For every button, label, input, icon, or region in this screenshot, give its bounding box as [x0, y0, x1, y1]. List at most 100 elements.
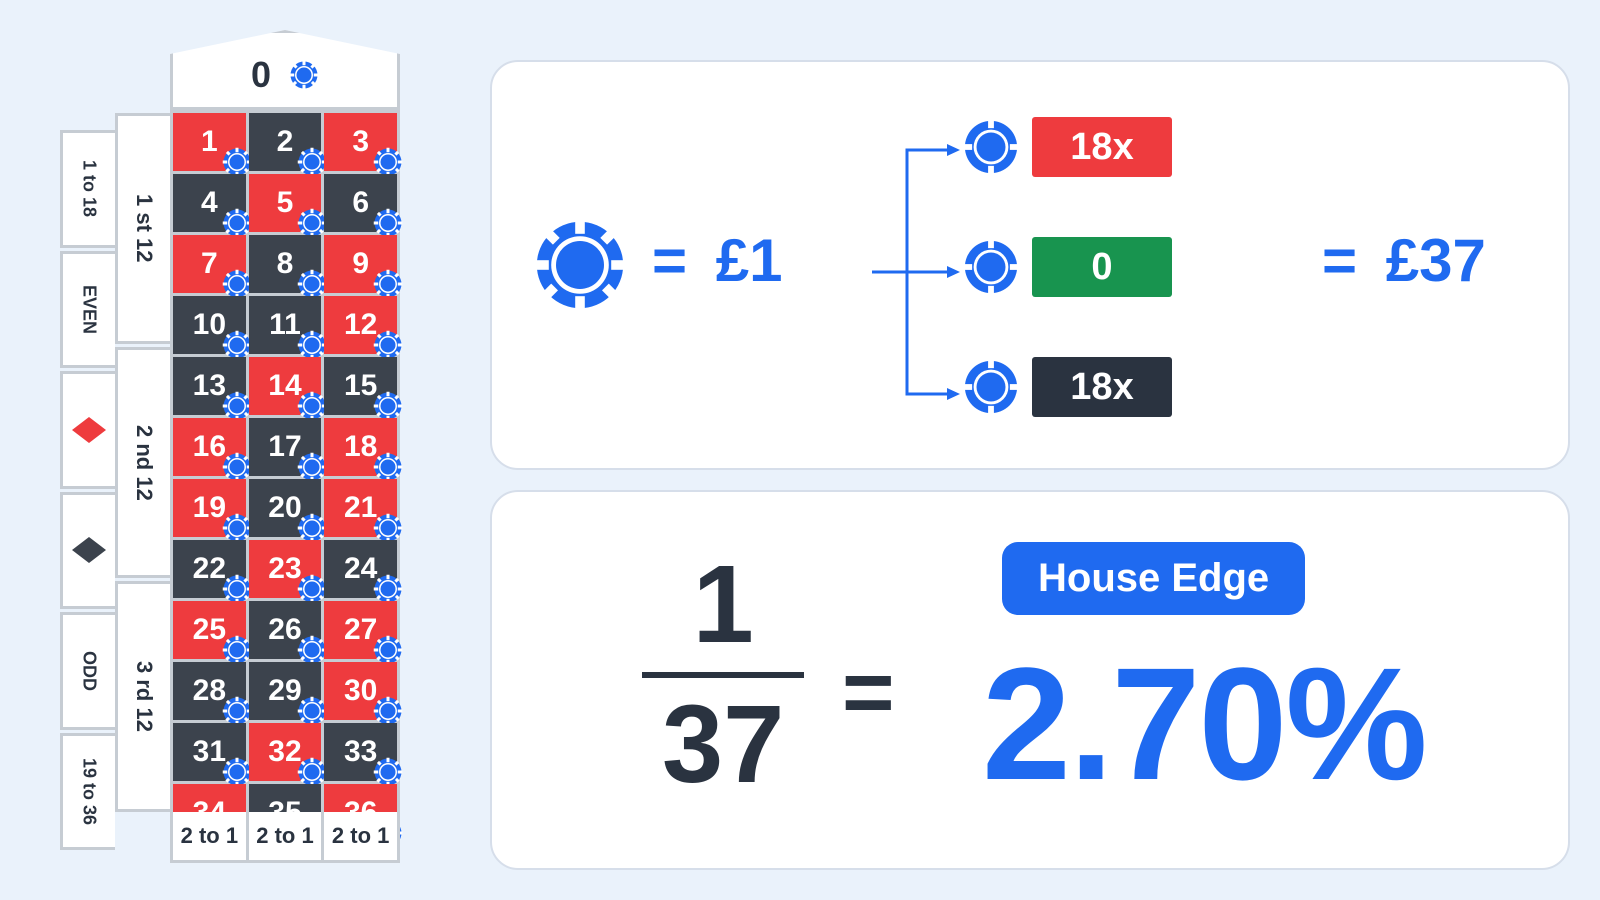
house-edge-percent: 2.70%: [982, 632, 1426, 816]
chip-icon: [222, 757, 252, 787]
number-cell: 7: [173, 235, 246, 293]
chip-icon: [373, 269, 403, 299]
fraction: 1 37: [642, 542, 804, 808]
number-cell: 15: [324, 357, 397, 415]
outcome-row: 0: [962, 237, 1172, 297]
dozens-column: 1 st 12 2 nd 12 3 rd 12: [115, 113, 170, 812]
outside-bet: [60, 492, 115, 610]
chip-icon: [289, 60, 319, 90]
chip-icon: [373, 452, 403, 482]
chip-icon: [373, 574, 403, 604]
chip-icon: [373, 513, 403, 543]
number-label: 5: [277, 186, 294, 220]
chip-icon: [222, 452, 252, 482]
chip-icon: [222, 391, 252, 421]
chip-icon: [297, 452, 327, 482]
chip-equals-value: = £1: [652, 226, 782, 295]
red-diamond-icon: [72, 417, 106, 443]
number-label: 11: [269, 308, 301, 342]
outside-bet: [60, 371, 115, 489]
number-cell: 5: [249, 174, 322, 232]
black-diamond-icon: [72, 537, 106, 563]
col-bet-3: 2 to 1: [324, 812, 397, 860]
branch-arrows-icon: [862, 122, 962, 422]
number-cell: 25: [173, 601, 246, 659]
fraction-numerator: 1: [642, 542, 804, 668]
chip-icon: [297, 513, 327, 543]
chip-icon: [222, 147, 252, 177]
number-cell: 30: [324, 662, 397, 720]
number-cell: 8: [249, 235, 322, 293]
chip-icon: [373, 757, 403, 787]
chip-icon: [297, 208, 327, 238]
number-cell: 27: [324, 601, 397, 659]
outcome-green: 0: [1032, 237, 1172, 297]
number-cell: 23: [249, 540, 322, 598]
number-cell: 28: [173, 662, 246, 720]
zero-label: 0: [251, 54, 271, 96]
number-cell: 3: [324, 113, 397, 171]
number-cell: 6: [324, 174, 397, 232]
roulette-table: 0 12345678910111213141516171819202122232…: [30, 30, 460, 870]
number-cell: 4: [173, 174, 246, 232]
col-bet-2: 2 to 1: [249, 812, 322, 860]
chip-icon: [297, 696, 327, 726]
number-label: 4: [201, 186, 218, 220]
outside-bet: 19 to 36: [60, 733, 115, 851]
chip-icon: [962, 118, 1020, 176]
chip-icon: [373, 635, 403, 665]
number-label: 6: [352, 186, 369, 220]
chip-icon: [297, 330, 327, 360]
chip-icon: [962, 358, 1020, 416]
outcome-black: 18x: [1032, 357, 1172, 417]
number-cell: 24: [324, 540, 397, 598]
chip-icon: [297, 574, 327, 604]
outcome-red: 18x: [1032, 117, 1172, 177]
number-cell: 26: [249, 601, 322, 659]
total-bet: = £37: [1322, 226, 1486, 295]
outside-bet: 1 to 18: [60, 130, 115, 248]
dozen-2: 2 nd 12: [115, 347, 170, 578]
number-label: 2: [277, 125, 294, 159]
number-cell: 32: [249, 723, 322, 781]
chip-icon: [373, 147, 403, 177]
number-label: 1: [201, 125, 218, 159]
number-cell: 10: [173, 296, 246, 354]
chip-icon: [297, 269, 327, 299]
chip-icon: [222, 635, 252, 665]
number-label: 8: [277, 247, 294, 281]
chip-icon: [222, 269, 252, 299]
number-grid: 1234567891011121314151617181920212223242…: [170, 110, 400, 845]
number-cell: 31: [173, 723, 246, 781]
chip-icon: [222, 208, 252, 238]
two-to-one-row: 2 to 1 2 to 1 2 to 1: [170, 812, 400, 863]
chip-icon: [373, 208, 403, 238]
number-cell: 11: [249, 296, 322, 354]
chip-icon: [373, 391, 403, 421]
number-cell: 16: [173, 418, 246, 476]
fraction-bar: [642, 672, 804, 678]
zero-pocket: 0: [170, 30, 400, 110]
chip-icon: [532, 217, 628, 313]
chip-icon: [373, 696, 403, 726]
number-cell: 21: [324, 479, 397, 537]
number-cell: 9: [324, 235, 397, 293]
chip-icon: [222, 574, 252, 604]
chip-icon: [297, 147, 327, 177]
equals-sign: =: [842, 642, 895, 745]
dozen-1: 1 st 12: [115, 113, 170, 344]
fraction-denominator: 37: [642, 682, 804, 808]
chip-icon: [222, 330, 252, 360]
number-cell: 18: [324, 418, 397, 476]
outcome-row: 18x: [962, 357, 1172, 417]
number-cell: 2: [249, 113, 322, 171]
col-bet-1: 2 to 1: [173, 812, 246, 860]
number-cell: 20: [249, 479, 322, 537]
chip-icon: [297, 757, 327, 787]
chip-icon: [297, 635, 327, 665]
number-cell: 1: [173, 113, 246, 171]
outside-bet: EVEN: [60, 251, 115, 369]
chip-icon: [373, 330, 403, 360]
chip-icon: [962, 238, 1020, 296]
outside-bet: ODD: [60, 612, 115, 730]
